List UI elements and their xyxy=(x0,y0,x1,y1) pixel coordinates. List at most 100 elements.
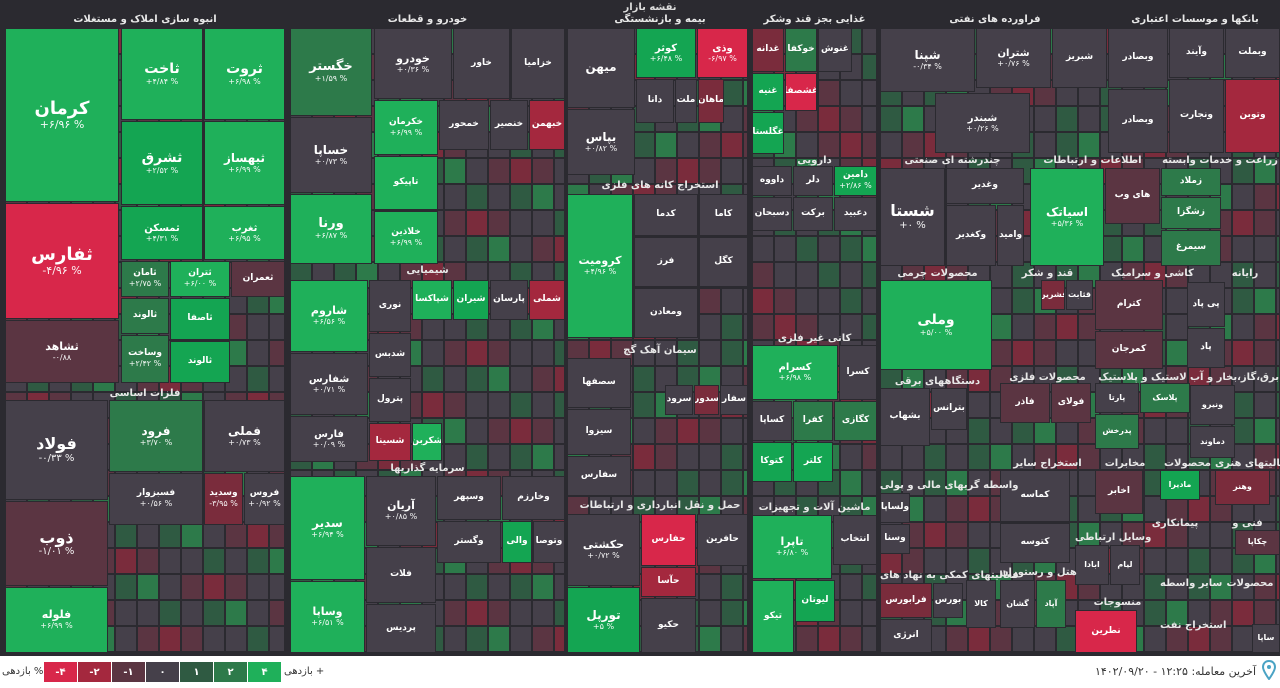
stock-tile[interactable]: سفارس xyxy=(567,456,631,496)
stock-tile[interactable]: فملی +۰/۷۳ % xyxy=(204,400,285,472)
stock-tile[interactable]: وسدید -۳/۹۵ % xyxy=(204,473,243,525)
stock-tile[interactable]: فروس +۰/۹۲ % xyxy=(244,473,285,525)
stock-tile[interactable]: ثالوند xyxy=(121,298,169,334)
stock-tile[interactable]: حکشتی +۰/۷۲ % xyxy=(567,514,640,586)
stock-tile[interactable]: سیمرغ xyxy=(1161,230,1221,266)
location-pin-icon[interactable] xyxy=(1262,660,1276,680)
stock-tile[interactable]: فرود +۳/۷۰ % xyxy=(109,400,203,472)
stock-tile[interactable]: ثبهساز +۶/۹۹ % xyxy=(204,121,285,205)
stock-tile[interactable]: حفارس xyxy=(641,514,696,566)
stock-tile[interactable]: وبصادر xyxy=(1108,28,1168,88)
stock-tile[interactable]: خلاذین +۶/۹۹ % xyxy=(374,211,438,264)
stock-tile[interactable]: خاور xyxy=(453,28,510,99)
stock-tile[interactable]: ثشرق +۲/۵۲ % xyxy=(121,121,203,205)
stock-tile[interactable]: شستا +۰ % xyxy=(880,168,945,266)
stock-tile[interactable]: کگازی xyxy=(834,401,877,441)
stock-tile[interactable]: تاپیکو xyxy=(374,156,438,210)
stock-tile[interactable]: دانا xyxy=(636,79,674,123)
stock-tile[interactable]: بترانس xyxy=(931,388,967,430)
stock-tile[interactable]: کماسه xyxy=(1000,470,1070,522)
stock-tile[interactable]: پارسان xyxy=(490,280,528,320)
stock-tile[interactable]: وآیند xyxy=(1169,28,1224,78)
stock-tile[interactable]: دماوند xyxy=(1190,426,1235,458)
stock-tile[interactable]: ثاصفا xyxy=(170,298,230,340)
stock-tile[interactable]: ورنا +۶/۸۷ % xyxy=(290,194,372,264)
stock-tile[interactable]: زشگزا xyxy=(1161,197,1221,229)
stock-tile[interactable]: ثعمران xyxy=(231,261,285,297)
stock-tile[interactable]: خمحور xyxy=(439,100,489,150)
stock-tile[interactable]: وغدیر xyxy=(946,168,1024,204)
stock-tile[interactable]: وبصادر xyxy=(1108,89,1168,153)
stock-tile[interactable]: ولساپا xyxy=(880,493,910,523)
stock-tile[interactable]: گشان xyxy=(1000,580,1035,628)
stock-tile[interactable]: وبملت xyxy=(1225,28,1280,78)
stock-tile[interactable]: شبندر +۰/۲۶ % xyxy=(935,93,1030,153)
stock-tile[interactable]: نوری xyxy=(369,280,411,332)
stock-tile[interactable]: والی xyxy=(502,521,532,563)
stock-tile[interactable]: خنصیر xyxy=(490,100,528,150)
returns-toggle[interactable]: بازدهی + xyxy=(284,666,325,677)
stock-tile[interactable]: تورپل +۵ % xyxy=(567,587,640,653)
stock-tile[interactable]: فلات xyxy=(366,547,436,603)
stock-tile[interactable]: مادیرا xyxy=(1160,470,1200,500)
stock-tile[interactable]: کلتر xyxy=(793,442,833,482)
stock-tile[interactable]: آریان +۰/۸۵ % xyxy=(366,476,436,546)
stock-tile[interactable]: لیام xyxy=(1110,545,1140,585)
stock-tile[interactable]: شپاکسا xyxy=(412,280,452,320)
stock-tile[interactable]: ونیرو xyxy=(1190,385,1235,425)
stock-tile[interactable]: شبریز xyxy=(1052,28,1107,88)
stock-tile[interactable]: انتخاب xyxy=(833,515,877,565)
stock-tile[interactable]: ثمسکن +۴/۳۱ % xyxy=(121,206,203,260)
stock-tile[interactable]: کتوسه xyxy=(1000,523,1070,563)
stock-tile[interactable]: وگستر xyxy=(437,521,501,563)
stock-tile[interactable]: تاپرا +۶/۸۰ % xyxy=(752,515,832,579)
stock-tile[interactable]: سیزوا xyxy=(567,409,631,455)
stock-tile[interactable]: ملت xyxy=(675,79,697,123)
stock-tile[interactable]: دامین +۲/۸۶ % xyxy=(834,166,877,196)
stock-tile[interactable]: کترام xyxy=(1095,280,1163,330)
stock-tile[interactable]: وتوصا xyxy=(533,521,565,563)
stock-tile[interactable]: آپاد xyxy=(1036,580,1066,628)
stock-tile[interactable]: کتوکا xyxy=(752,442,792,482)
stock-tile[interactable]: شملی xyxy=(529,280,565,320)
stock-tile[interactable]: غنوش xyxy=(818,28,852,72)
stock-tile[interactable]: سدور xyxy=(694,385,719,415)
stock-tile[interactable]: ثفارس -۴/۹۶ % xyxy=(5,203,119,319)
stock-tile[interactable]: وتوبن xyxy=(1225,79,1280,153)
stock-tile[interactable]: نطرین xyxy=(1075,610,1137,653)
stock-tile[interactable]: قشرین xyxy=(1041,280,1065,310)
stock-tile[interactable]: پی پاد xyxy=(1187,282,1225,327)
stock-tile[interactable]: پاد xyxy=(1187,328,1225,368)
stock-tile[interactable]: پترول xyxy=(369,378,411,422)
stock-tile[interactable]: پلاسک xyxy=(1140,383,1190,413)
stock-tile[interactable]: کرومیت +۴/۹۶ % xyxy=(567,194,633,338)
stock-tile[interactable]: فارس +۰/۰۹ % xyxy=(290,416,368,462)
stock-tile[interactable]: حافرین xyxy=(697,514,748,566)
stock-tile[interactable]: سدیر +۶/۹۴ % xyxy=(290,476,365,580)
stock-tile[interactable]: ذوب -۱/۰۱ % xyxy=(5,501,108,586)
stock-tile[interactable]: ثغرب +۶/۹۵ % xyxy=(204,206,285,260)
stock-tile[interactable]: کساپا xyxy=(752,401,792,441)
stock-tile[interactable]: فرز xyxy=(634,237,698,287)
stock-tile[interactable]: شسینا xyxy=(369,423,411,461)
stock-tile[interactable]: دعبید xyxy=(834,197,877,231)
stock-tile[interactable]: وسنا xyxy=(880,524,910,554)
stock-tile[interactable]: حآسا xyxy=(641,567,696,597)
stock-tile[interactable]: خبهمن xyxy=(529,100,565,150)
stock-tile[interactable]: زملاد xyxy=(1161,168,1221,196)
stock-tile[interactable]: بورس xyxy=(933,583,963,618)
stock-tile[interactable]: غگلستا xyxy=(752,112,784,154)
stock-tile[interactable]: ماهان xyxy=(698,79,724,123)
stock-tile[interactable]: حکیو xyxy=(641,598,696,653)
stock-tile[interactable]: خگستر +۱/۵۹ % xyxy=(290,28,372,116)
stock-tile[interactable]: کرمان +۶/۹۶ % xyxy=(5,28,119,202)
stock-tile[interactable]: پدرخش xyxy=(1095,414,1139,449)
stock-tile[interactable]: کالا xyxy=(966,580,996,628)
stock-tile[interactable]: اخابر xyxy=(1095,470,1143,514)
stock-tile[interactable]: فرابورس xyxy=(880,583,932,618)
stock-tile[interactable]: وخارزم xyxy=(502,476,565,520)
stock-tile[interactable]: وهنر xyxy=(1215,470,1270,505)
stock-tile[interactable]: فولای xyxy=(1051,383,1091,423)
stock-tile[interactable]: وذی -۶/۹۷ % xyxy=(697,28,748,78)
stock-tile[interactable]: فلوله +۶/۹۹ % xyxy=(5,587,108,653)
